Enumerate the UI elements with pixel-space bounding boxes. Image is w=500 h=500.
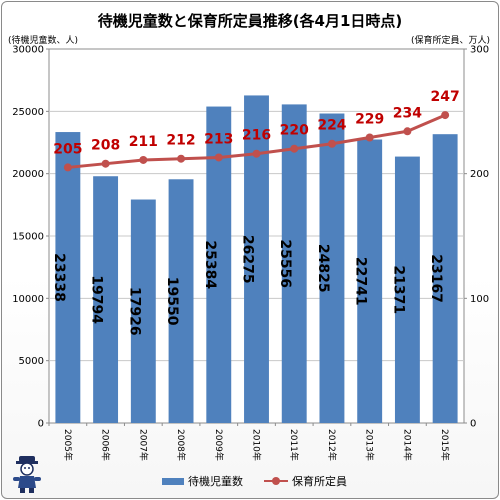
line-point xyxy=(252,149,261,158)
x-tick-label: 2007年 xyxy=(137,429,149,461)
x-tick-label: 2009年 xyxy=(213,429,225,461)
bar-value-label: 25556 xyxy=(277,239,293,288)
bar-value-label: 17926 xyxy=(126,287,142,336)
chart-title: 待機児童数と保育所定員推移(各4月1日時点) xyxy=(97,12,403,30)
bar-value-label: 21371 xyxy=(390,265,406,314)
x-tick-label: 2013年 xyxy=(364,429,376,461)
line-point xyxy=(365,133,374,142)
left-tick-label: 25000 xyxy=(12,107,44,118)
x-tick-label: 2008年 xyxy=(175,429,187,461)
line-point xyxy=(214,153,223,162)
bar xyxy=(55,132,81,424)
x-tick-label: 2014年 xyxy=(401,429,413,461)
line-value-label: 234 xyxy=(393,105,422,121)
x-tick-label: 2015年 xyxy=(439,429,451,461)
line-value-label: 205 xyxy=(53,141,82,157)
legend-item-line: 保育所定員 xyxy=(264,473,347,489)
bar-value-label: 23338 xyxy=(51,253,67,302)
right-tick-label: 100 xyxy=(470,294,489,305)
bar-value-label: 24825 xyxy=(315,244,331,293)
bar xyxy=(432,134,458,423)
right-axis-unit: (保育所定員、万人) xyxy=(410,36,490,46)
left-tick-label: 30000 xyxy=(12,45,44,56)
x-tick-label: 2006年 xyxy=(100,429,112,461)
bar-value-label: 22741 xyxy=(353,257,369,306)
legend-bar-swatch xyxy=(162,477,184,485)
line-value-label: 208 xyxy=(91,138,120,154)
x-tick-label: 2010年 xyxy=(251,429,263,461)
line-point xyxy=(403,127,412,136)
bar xyxy=(130,199,156,423)
left-tick-label: 5000 xyxy=(19,356,44,367)
bar xyxy=(281,104,307,424)
bar xyxy=(168,179,194,423)
line-point xyxy=(63,163,72,172)
line-point xyxy=(327,139,336,148)
line-point xyxy=(101,159,110,168)
line-point xyxy=(177,154,186,163)
left-tick-label: 20000 xyxy=(12,169,44,180)
legend-line-label: 保育所定員 xyxy=(292,475,347,488)
bar-value-label: 19550 xyxy=(164,277,180,326)
bar xyxy=(93,176,119,423)
bar xyxy=(394,156,420,423)
line-value-label: 216 xyxy=(242,128,271,144)
line-value-label: 212 xyxy=(166,133,195,149)
legend-bar-label: 待機児童数 xyxy=(188,475,243,488)
line-point xyxy=(139,155,148,164)
line-value-label: 211 xyxy=(129,134,158,150)
x-tick-label: 2005年 xyxy=(62,429,74,461)
legend-item-bar: 待機児童数 xyxy=(162,473,243,489)
line-point xyxy=(290,144,299,153)
left-axis-unit: (待機児童数、人) xyxy=(8,36,79,46)
line-value-label: 247 xyxy=(431,89,460,105)
left-tick-label: 15000 xyxy=(12,232,44,243)
left-tick-label: 0 xyxy=(38,419,44,430)
line-value-label: 213 xyxy=(204,131,233,147)
bar-value-label: 26275 xyxy=(240,235,256,284)
legend-line-swatch xyxy=(264,475,288,487)
bar-value-label: 19794 xyxy=(89,275,105,324)
line-point xyxy=(441,111,450,120)
bar-value-label: 23167 xyxy=(428,254,444,303)
right-tick-label: 0 xyxy=(470,419,476,430)
right-tick-label: 300 xyxy=(470,45,489,56)
mascot-icon xyxy=(13,456,41,493)
bar xyxy=(319,113,345,423)
line-value-label: 224 xyxy=(317,118,346,134)
right-tick-label: 200 xyxy=(470,169,489,180)
legend: 待機児童数 保育所定員 xyxy=(2,473,498,489)
x-tick-label: 2011年 xyxy=(288,429,300,461)
line-value-label: 220 xyxy=(280,123,309,139)
bar-value-label: 25384 xyxy=(202,240,218,289)
x-tick-label: 2012年 xyxy=(326,429,338,461)
left-tick-label: 10000 xyxy=(12,294,44,305)
bar xyxy=(357,139,383,423)
line-value-label: 229 xyxy=(355,112,384,128)
